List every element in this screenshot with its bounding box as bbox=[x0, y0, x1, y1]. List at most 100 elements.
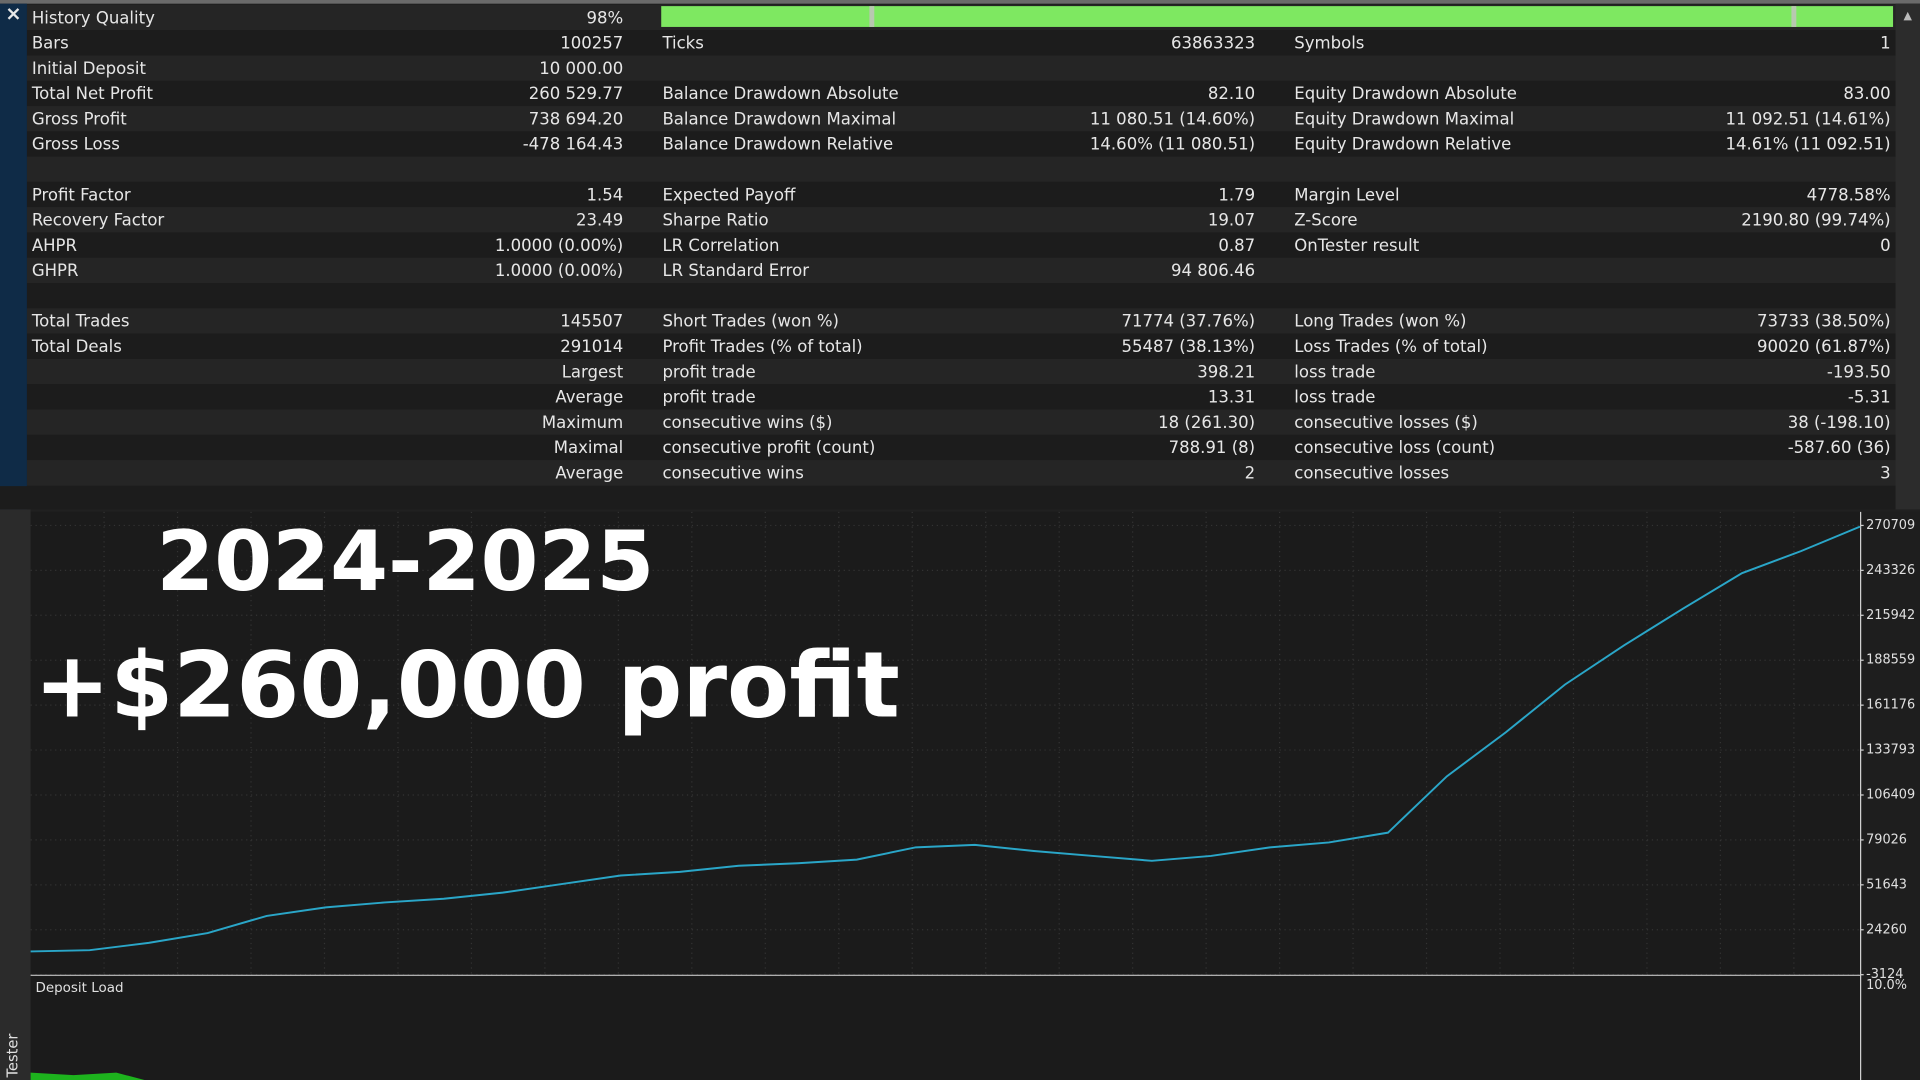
stat-value: 14.60% (11 080.51) bbox=[1090, 135, 1255, 154]
stat-value: 83.00 bbox=[1843, 84, 1890, 103]
y-tick-label: 51643 bbox=[1866, 877, 1907, 892]
scrollbar[interactable] bbox=[1895, 3, 1920, 510]
y-tick-label: 24260 bbox=[1866, 922, 1907, 937]
stat-label: Short Trades (won %) bbox=[662, 312, 839, 331]
y-tick-label: 79026 bbox=[1866, 832, 1907, 847]
scroll-up[interactable]: ▲ bbox=[1904, 9, 1913, 22]
row-stripe bbox=[26, 181, 1896, 208]
stat-label: Long Trades (won %) bbox=[1294, 312, 1466, 331]
stat-label: AHPR bbox=[32, 236, 77, 255]
stat-value: 2190.80 (99.74%) bbox=[1741, 211, 1890, 230]
stat-label: consecutive profit (count) bbox=[662, 438, 875, 457]
stat-label: Symbols bbox=[1294, 34, 1364, 53]
stat-value: Average bbox=[555, 388, 623, 407]
overlay-headline: +$260,000 profit bbox=[34, 634, 899, 739]
stat-value: 398.21 bbox=[1197, 362, 1255, 381]
side-strip bbox=[0, 3, 27, 510]
stat-value: -193.50 bbox=[1827, 362, 1891, 381]
stat-label: LR Standard Error bbox=[662, 261, 809, 280]
stat-value: Largest bbox=[562, 362, 624, 381]
stat-value: 1.0000 (0.00%) bbox=[495, 261, 623, 280]
stat-value: 291014 bbox=[560, 337, 623, 356]
stat-value: 18 (261.30) bbox=[1158, 413, 1255, 432]
stat-label: Total Trades bbox=[31, 312, 130, 331]
stat-label: Gross Profit bbox=[32, 109, 127, 128]
stat-label: profit trade bbox=[662, 362, 755, 381]
stat-label: consecutive loss (count) bbox=[1294, 438, 1495, 457]
row-stripe bbox=[26, 257, 1896, 284]
stat-value: Average bbox=[555, 463, 623, 482]
deposit-area bbox=[30, 1072, 145, 1080]
stat-label: Z-Score bbox=[1294, 211, 1357, 230]
stat-value: 19.07 bbox=[1208, 211, 1255, 230]
stat-value: 3 bbox=[1880, 463, 1891, 482]
stat-value: 11 080.51 (14.60%) bbox=[1090, 109, 1255, 128]
stat-label: Equity Drawdown Relative bbox=[1294, 135, 1511, 154]
stat-value: 23.49 bbox=[576, 211, 623, 230]
stat-value: 14.61% (11 092.51) bbox=[1725, 135, 1890, 154]
stat-value: 73733 (38.50%) bbox=[1757, 312, 1891, 331]
stat-value: 55487 (38.13%) bbox=[1121, 337, 1255, 356]
stat-value: 260 529.77 bbox=[529, 84, 624, 103]
stat-value: 82.10 bbox=[1208, 84, 1255, 103]
stat-label: Sharpe Ratio bbox=[662, 211, 768, 230]
y-tick-label: 106409 bbox=[1866, 787, 1915, 802]
deposit-panel bbox=[30, 975, 1860, 1080]
stat-label: profit trade bbox=[662, 388, 755, 407]
stat-value: -587.60 (36) bbox=[1788, 438, 1891, 457]
stat-label: Equity Drawdown Absolute bbox=[1294, 84, 1517, 103]
row-stripe bbox=[26, 131, 1896, 157]
stat-label: Balance Drawdown Relative bbox=[662, 135, 893, 154]
y-tick-label: 188559 bbox=[1866, 653, 1915, 668]
y-tick-label: 161176 bbox=[1866, 698, 1915, 713]
row-stripe bbox=[26, 30, 1896, 56]
row-stripe bbox=[26, 55, 1896, 81]
stat-value: 98% bbox=[587, 8, 624, 27]
stat-label: Ticks bbox=[661, 34, 703, 53]
stat-value: 145507 bbox=[560, 312, 623, 331]
deposit-tick: 10.0% bbox=[1866, 978, 1907, 993]
row-stripe bbox=[26, 409, 1896, 435]
y-tick-label: 215942 bbox=[1866, 608, 1915, 623]
stat-label: loss trade bbox=[1294, 362, 1375, 381]
stat-label: Margin Level bbox=[1294, 185, 1399, 204]
stat-value: 4778.58% bbox=[1807, 185, 1891, 204]
table-bottom bbox=[0, 486, 1896, 510]
row-stripe bbox=[26, 333, 1896, 359]
stat-label: Recovery Factor bbox=[32, 211, 165, 230]
top-border bbox=[0, 0, 1920, 4]
stat-value: 71774 (37.76%) bbox=[1121, 312, 1255, 331]
stat-value: 94 806.46 bbox=[1171, 261, 1255, 280]
overlay-period: 2024-2025 bbox=[156, 513, 654, 610]
tab-label[interactable]: Tester bbox=[4, 1033, 21, 1079]
row-stripe bbox=[26, 283, 1896, 309]
stat-label: GHPR bbox=[32, 261, 79, 280]
stat-label: Total Deals bbox=[31, 337, 122, 356]
row-stripe bbox=[26, 156, 1896, 182]
stat-value: 13.31 bbox=[1208, 388, 1255, 407]
stat-label: Balance Drawdown Maximal bbox=[662, 109, 896, 128]
row-stripe bbox=[26, 308, 1896, 334]
deposit-label: Deposit Load bbox=[36, 981, 124, 996]
stat-value: 11 092.51 (14.61%) bbox=[1725, 109, 1890, 128]
row-stripe bbox=[26, 434, 1896, 461]
stat-value: Maximal bbox=[554, 438, 624, 457]
stat-label: consecutive losses ($) bbox=[1294, 413, 1478, 432]
stat-value: 38 (-198.10) bbox=[1788, 413, 1891, 432]
row-stripe bbox=[26, 232, 1896, 258]
stat-value: 1.0000 (0.00%) bbox=[495, 236, 623, 255]
y-tick-label: 270709 bbox=[1866, 518, 1915, 533]
quality-bar bbox=[661, 6, 1894, 27]
close-button[interactable]: × bbox=[5, 2, 21, 25]
stat-label: consecutive wins bbox=[662, 463, 803, 482]
row-stripe bbox=[26, 460, 1896, 486]
stat-value: 63863323 bbox=[1171, 34, 1255, 53]
stat-value: -5.31 bbox=[1848, 388, 1891, 407]
balance-line bbox=[30, 525, 1861, 953]
stat-label: loss trade bbox=[1294, 388, 1375, 407]
stat-value: 100257 bbox=[560, 34, 623, 53]
stat-label: Expected Payoff bbox=[662, 185, 796, 204]
stat-label: LR Correlation bbox=[662, 236, 779, 255]
quality-gap bbox=[1791, 6, 1797, 27]
